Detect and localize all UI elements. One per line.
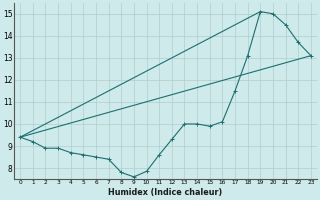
X-axis label: Humidex (Indice chaleur): Humidex (Indice chaleur) [108,188,223,197]
